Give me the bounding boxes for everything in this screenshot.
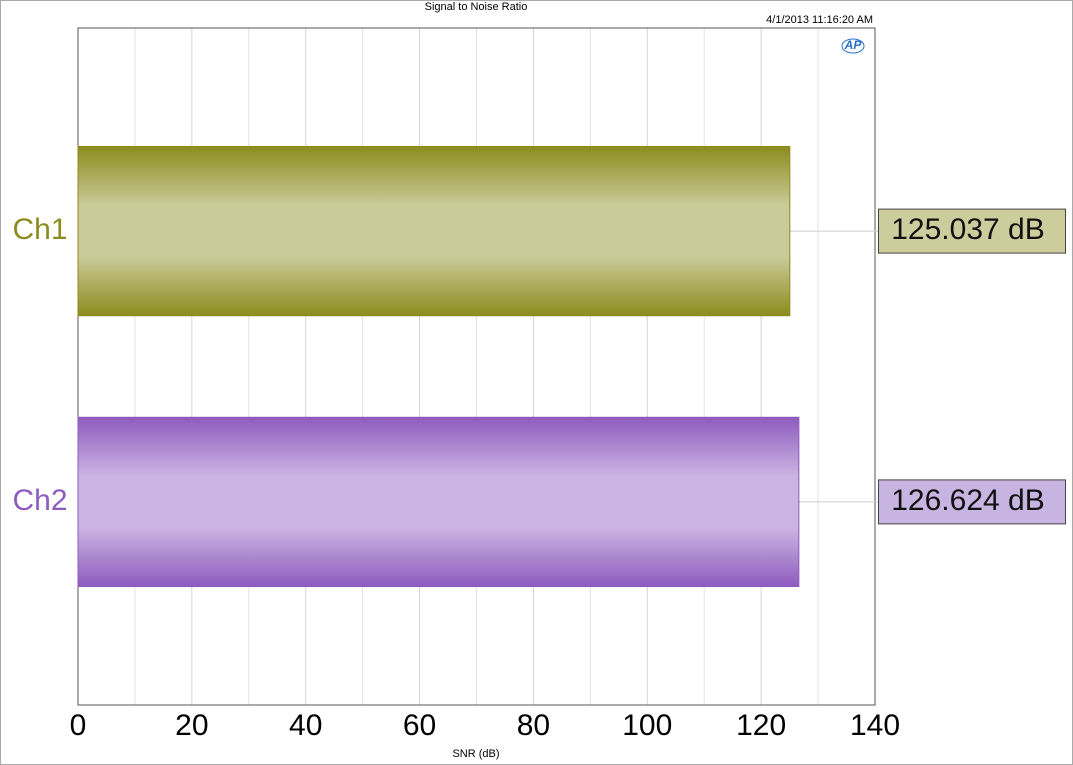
x-tick-label: 100 <box>622 709 672 742</box>
x-tick-label: 60 <box>403 709 436 742</box>
value-label-box <box>878 479 1066 525</box>
category-label: Ch2 <box>12 484 67 517</box>
chart-title: Signal to Noise Ratio <box>425 1 528 13</box>
logo: AP <box>844 38 863 52</box>
timestamp: 4/1/2013 11:16:20 AM <box>766 14 873 26</box>
x-tick-label: 80 <box>517 709 550 742</box>
logo-ring <box>841 38 865 54</box>
x-tick-label: 120 <box>736 709 786 742</box>
plot-area <box>77 27 876 706</box>
x-tick-label: 20 <box>175 709 208 742</box>
bar <box>77 145 791 317</box>
x-tick-label: 40 <box>289 709 322 742</box>
x-tick-label: 0 <box>70 709 87 742</box>
category-label: Ch1 <box>12 213 67 246</box>
value-label: 126.624 dB <box>891 484 1044 517</box>
value-label: 125.037 dB <box>891 213 1044 246</box>
value-label-box <box>878 208 1066 254</box>
x-axis-label: SNR (dB) <box>452 748 499 760</box>
x-tick-label: 140 <box>850 709 900 742</box>
bar <box>77 416 800 588</box>
